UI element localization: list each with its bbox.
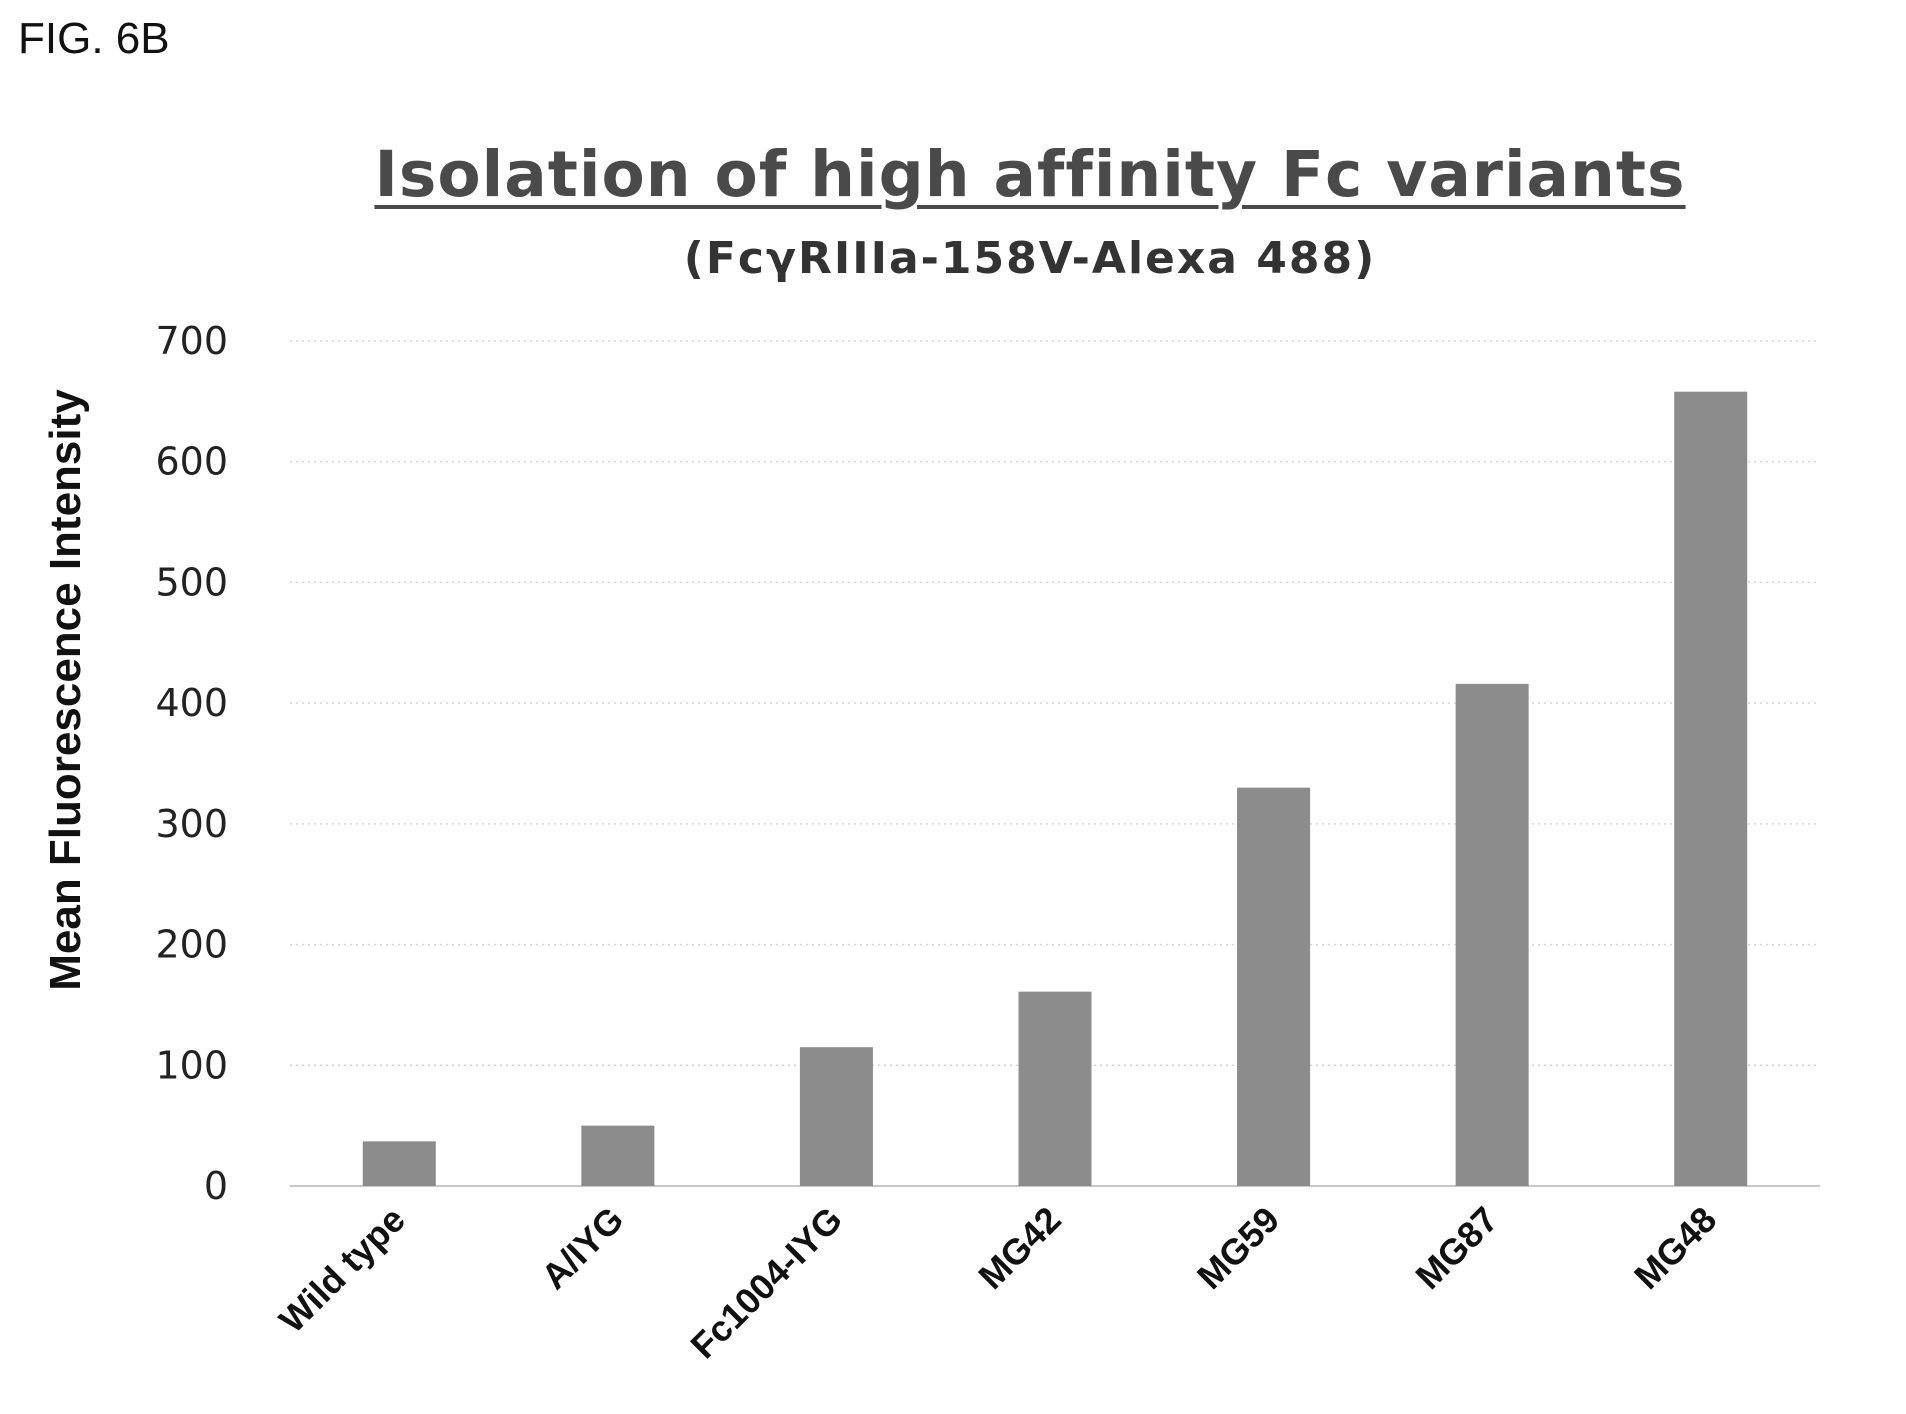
bar-mg48 (1674, 391, 1748, 1186)
x-tick-label: MG48 (1626, 1199, 1724, 1297)
y-axis-ticks: 0 100 200 300 400 500 600 700 (155, 319, 228, 1208)
x-tick-label: MG42 (970, 1199, 1068, 1297)
x-axis-ticks: Wild type A/IYG Fc1004-IYG MG42 MG59 MG87 MG48 (271, 1199, 1724, 1367)
bar-mg87 (1455, 683, 1529, 1186)
bar-mg59 (1237, 787, 1311, 1186)
chart-subtitle: (FcγRIIIa-158V-Alexa 488) (683, 233, 1377, 284)
figure-label: FIG. 6B (18, 14, 170, 63)
y-tick-label: 700 (155, 319, 228, 363)
chart-title: Isolation of high affinity Fc variants (374, 138, 1686, 211)
y-tick-label: 300 (155, 802, 228, 846)
x-tick-label: A/IYG (533, 1199, 631, 1297)
bar-fc1004-iyg (799, 1047, 873, 1186)
y-tick-label: 200 (155, 923, 228, 967)
x-tick-label: Fc1004-IYG (682, 1199, 850, 1367)
y-tick-label: 600 (155, 440, 228, 484)
x-tick-label: MG59 (1189, 1199, 1287, 1297)
bar-mg42 (1018, 991, 1092, 1186)
bars (362, 391, 1748, 1186)
bar-wild-type (362, 1141, 436, 1186)
x-tick-label: MG87 (1407, 1199, 1505, 1297)
y-tick-label: 400 (155, 681, 228, 725)
y-tick-label: 500 (155, 560, 228, 604)
bar-a-iyg (581, 1125, 655, 1186)
y-tick-label: 100 (155, 1043, 228, 1087)
x-tick-label: Wild type (271, 1199, 413, 1341)
y-tick-label: 0 (204, 1164, 228, 1208)
